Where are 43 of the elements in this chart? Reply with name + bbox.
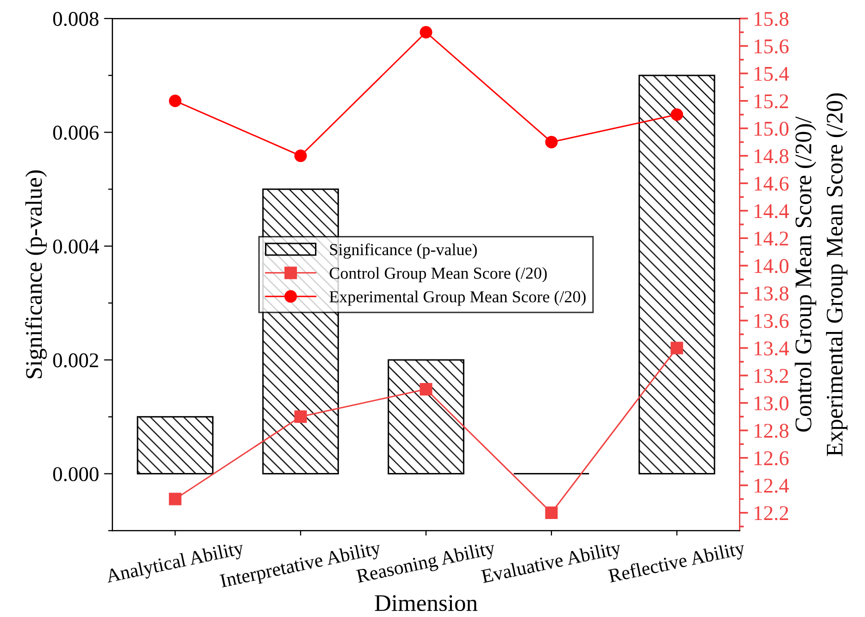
y-tick-label: 0.002 <box>53 353 98 368</box>
point <box>420 26 432 38</box>
bar <box>638 74 716 474</box>
point <box>168 492 182 506</box>
y2-tick-label: 14.4 <box>754 204 789 218</box>
y-tick-label: 0.000 <box>53 467 98 482</box>
y2-tick-label: 15.0 <box>754 122 788 136</box>
legend-label: Significance (p-value) <box>330 243 477 259</box>
y-tick-label: 0.004 <box>53 239 99 254</box>
y-tick-label: 0.008 <box>53 12 98 26</box>
point <box>168 94 182 108</box>
y-tick-label: 0.006 <box>53 126 99 140</box>
y2-tick-label: 13.2 <box>754 368 788 383</box>
y2-tick-label: 14.6 <box>754 176 789 191</box>
legend-label: Experimental Group Mean Score (/20) <box>329 290 586 306</box>
point <box>545 136 558 148</box>
y2-tick-label: 15.8 <box>754 12 788 26</box>
point <box>294 150 307 162</box>
y2-tick-label: 12.4 <box>754 478 789 493</box>
bar <box>388 359 464 474</box>
legend-label: Control Group Mean Score (/20) <box>330 267 547 282</box>
y2-tick-label: 14.2 <box>754 232 788 246</box>
y2-tick-label: 14.0 <box>754 259 788 274</box>
point <box>294 410 307 423</box>
x-axis-title: Dimension <box>374 595 478 612</box>
point <box>545 506 558 520</box>
y2-tick-label: 12.6 <box>754 451 789 466</box>
y2-tick-label: 13.6 <box>754 314 789 328</box>
bar <box>136 416 214 474</box>
y2-axis-title: Control Group Mean Score (/20)/ Experimental Group Mean Score (/20) <box>794 93 848 456</box>
point <box>670 342 684 354</box>
y2-tick-label: 15.6 <box>754 39 789 54</box>
y2-tick-label: 12.2 <box>754 506 788 520</box>
y2-tick-label: 12.8 <box>754 424 788 438</box>
point <box>670 108 684 121</box>
y2-tick-label: 13.4 <box>754 341 789 356</box>
y2-tick-label: 13.0 <box>754 396 788 410</box>
y2-tick-label: 14.8 <box>754 149 788 164</box>
y2-tick-label: 13.8 <box>754 286 788 301</box>
y2-tick-label: 15.4 <box>754 66 789 81</box>
y-axis-title: Significance (p-value) <box>25 170 47 378</box>
point <box>420 382 432 396</box>
y2-tick-label: 15.2 <box>754 94 788 108</box>
